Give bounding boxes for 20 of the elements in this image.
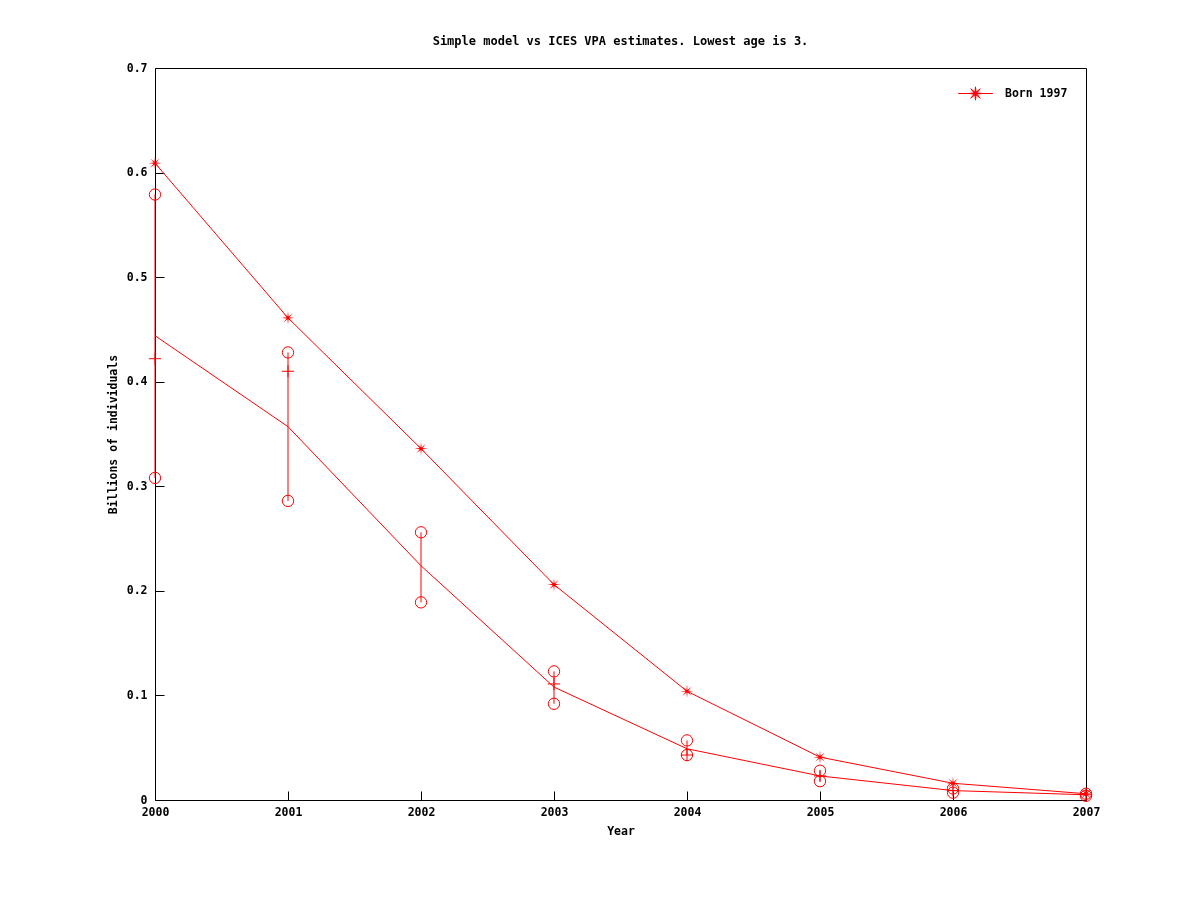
x-tick-label: 2005 <box>806 804 835 819</box>
chart-title: Simple model vs ICES VPA estimates. Lowest age is 3. <box>432 34 809 48</box>
y-tick-label: 0.2 <box>126 583 148 598</box>
x-axis-title: Year <box>607 824 635 838</box>
y-axis-title: Billions of individuals <box>105 354 120 515</box>
y-tick-label: 0.7 <box>126 60 148 75</box>
x-tick-label: 2007 <box>1072 804 1101 819</box>
y-tick-label: 0.1 <box>126 687 148 702</box>
y-tick-label: 0.4 <box>126 374 148 389</box>
x-tick-label: 2003 <box>540 804 569 819</box>
x-tick-label: 2002 <box>407 804 436 819</box>
y-tick-label: 0.6 <box>126 165 148 180</box>
x-tick-label: 2001 <box>274 804 303 819</box>
x-tick-label: 2000 <box>141 804 170 819</box>
x-tick-label: 2006 <box>939 804 968 819</box>
y-tick-label: 0.5 <box>126 269 148 284</box>
y-tick-label: 0.3 <box>126 478 148 493</box>
x-tick-label: 2004 <box>673 804 702 819</box>
y-tick-label: 0 <box>140 792 148 807</box>
legend-label: Born 1997 <box>1005 85 1068 100</box>
